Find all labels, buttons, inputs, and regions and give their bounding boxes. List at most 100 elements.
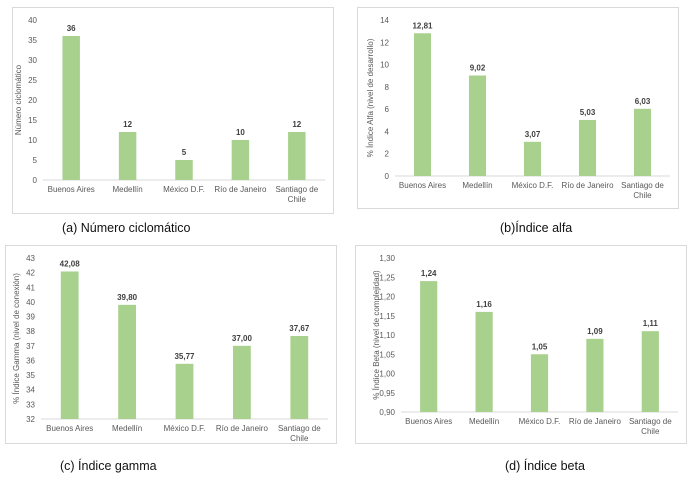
y-axis-label: Número ciclomático [14, 64, 23, 135]
y-axis-label: % Índice Beta (nivel de complejidad) [372, 270, 381, 400]
bar [118, 304, 136, 419]
chart-panel-d: 0,90 0,95 1,00 1,05 1,10 1,15 1,20 1,25 1,30 % Ín… [355, 245, 687, 444]
y-tick-label: 39 [26, 313, 35, 322]
y-tick-label: 35 [26, 371, 35, 380]
data-label: 1,24 [421, 269, 437, 278]
y-tick-label: 1,15 [379, 312, 395, 321]
x-tick-label: Santiago de Chile [629, 417, 672, 436]
data-label: 12,81 [412, 21, 433, 30]
y-tick-label: 0 [33, 176, 38, 185]
data-label: 9,02 [470, 63, 486, 72]
data-label: 39,80 [117, 293, 138, 302]
data-label: 12 [292, 120, 301, 129]
data-label: 42,08 [60, 259, 81, 268]
y-tick-label: 1,20 [379, 293, 395, 302]
y-tick-label: 4 [385, 127, 390, 136]
x-tick-label: Río de Janeiro [214, 185, 267, 194]
x-tick-label: México D.F. [519, 417, 561, 426]
chart-panel-a: 0 5 10 15 20 25 30 35 40 Número ciclomático 36 Buen… [12, 7, 334, 214]
bar [290, 336, 309, 419]
y-tick-label: 1,25 [379, 273, 395, 282]
data-label: 1,16 [476, 300, 492, 309]
y-tick-label: 2 [385, 150, 390, 159]
y-tick-label: 5 [33, 156, 38, 165]
y-tick-label: 10 [28, 136, 37, 145]
bar [475, 311, 493, 412]
y-tick-label: 14 [380, 16, 389, 25]
chart-svg: 0,90 0,95 1,00 1,05 1,10 1,15 1,20 1,25 1,30 % Ín… [372, 254, 678, 436]
data-label: 1,09 [587, 327, 603, 336]
chart-svg: 32 33 34 35 36 37 38 39 40 41 42 43 % Índice Gamma (… [12, 254, 328, 441]
x-tick-label: Río de Janeiro [216, 424, 269, 433]
data-label: 1,11 [643, 319, 659, 328]
data-label: 36 [67, 24, 76, 33]
y-axis-label: % Índice Gamma (nivel de conexión) [12, 273, 21, 404]
y-tick-label: 8 [385, 83, 390, 92]
chart-panel-c: 32 33 34 35 36 37 38 39 40 41 42 43 % Índice Gamma (… [5, 245, 337, 444]
x-tick-label: Medellín [112, 185, 142, 194]
caption-a: (a) Número ciclomático [62, 221, 191, 235]
x-tick-label: Medellín [469, 417, 499, 426]
data-label: 6,03 [635, 97, 651, 106]
x-tick-label: México D.F. [163, 185, 205, 194]
y-tick-label: 43 [26, 254, 35, 263]
data-label: 37,67 [289, 324, 310, 333]
chart-panel-b: 0 2 4 6 8 10 12 14 % Índice Alfa (nivel de desar… [357, 7, 679, 209]
y-tick-label: 20 [28, 96, 37, 105]
bar [62, 36, 80, 180]
bar [578, 119, 597, 176]
y-tick-label: 25 [28, 76, 37, 85]
y-tick-label: 40 [28, 16, 37, 25]
caption-c: (c) Índice gamma [60, 459, 157, 473]
bar [60, 271, 79, 419]
x-tick-label: México D.F. [164, 424, 206, 433]
x-tick-label: Buenos Aires [46, 424, 93, 433]
bar [468, 75, 487, 176]
x-tick-label: Buenos Aires [48, 185, 95, 194]
y-tick-label: 0,95 [379, 389, 395, 398]
y-tick-label: 36 [26, 356, 35, 365]
y-tick-label: 41 [26, 283, 35, 292]
y-tick-label: 34 [26, 386, 35, 395]
chart-svg: 0 2 4 6 8 10 12 14 % Índice Alfa (nivel de desar… [366, 16, 670, 200]
y-axis-label: % Índice Alfa (nivel de desarrollo) [366, 38, 375, 157]
y-tick-label: 37 [26, 342, 35, 351]
y-tick-label: 12 [380, 38, 389, 47]
bar [530, 354, 549, 412]
data-label: 5,03 [580, 108, 596, 117]
y-tick-label: 0,90 [379, 408, 395, 417]
y-tick-label: 10 [380, 61, 389, 70]
data-label: 5 [182, 148, 187, 157]
data-label: 12 [123, 120, 132, 129]
y-tick-label: 40 [26, 298, 35, 307]
bar [523, 141, 542, 176]
bar [413, 33, 432, 176]
caption-b: (b)Índice alfa [500, 221, 573, 235]
x-tick-label: Medellín [462, 181, 492, 190]
y-tick-label: 30 [28, 56, 37, 65]
data-label: 10 [236, 128, 245, 137]
y-tick-label: 1,30 [379, 254, 395, 263]
y-tick-label: 6 [385, 105, 390, 114]
bar [233, 345, 251, 419]
bar [641, 331, 659, 412]
bar [118, 132, 137, 180]
x-tick-label: Santiago de Chile [275, 185, 318, 204]
data-label: 3,07 [525, 130, 541, 139]
x-tick-label: México D.F. [512, 181, 554, 190]
x-tick-label: Río de Janeiro [561, 181, 614, 190]
x-tick-label: Medellín [112, 424, 142, 433]
y-tick-label: 1,05 [379, 350, 395, 359]
bar [633, 108, 652, 176]
data-label: 35,77 [174, 352, 195, 361]
y-tick-label: 1,00 [379, 370, 395, 379]
x-tick-label: Buenos Aires [399, 181, 446, 190]
bar [288, 132, 306, 180]
bar [175, 160, 193, 180]
bar [231, 140, 250, 180]
y-tick-label: 32 [26, 415, 35, 424]
bar [420, 281, 438, 412]
y-tick-label: 0 [385, 172, 390, 181]
y-tick-label: 42 [26, 269, 35, 278]
y-tick-label: 1,10 [379, 331, 395, 340]
